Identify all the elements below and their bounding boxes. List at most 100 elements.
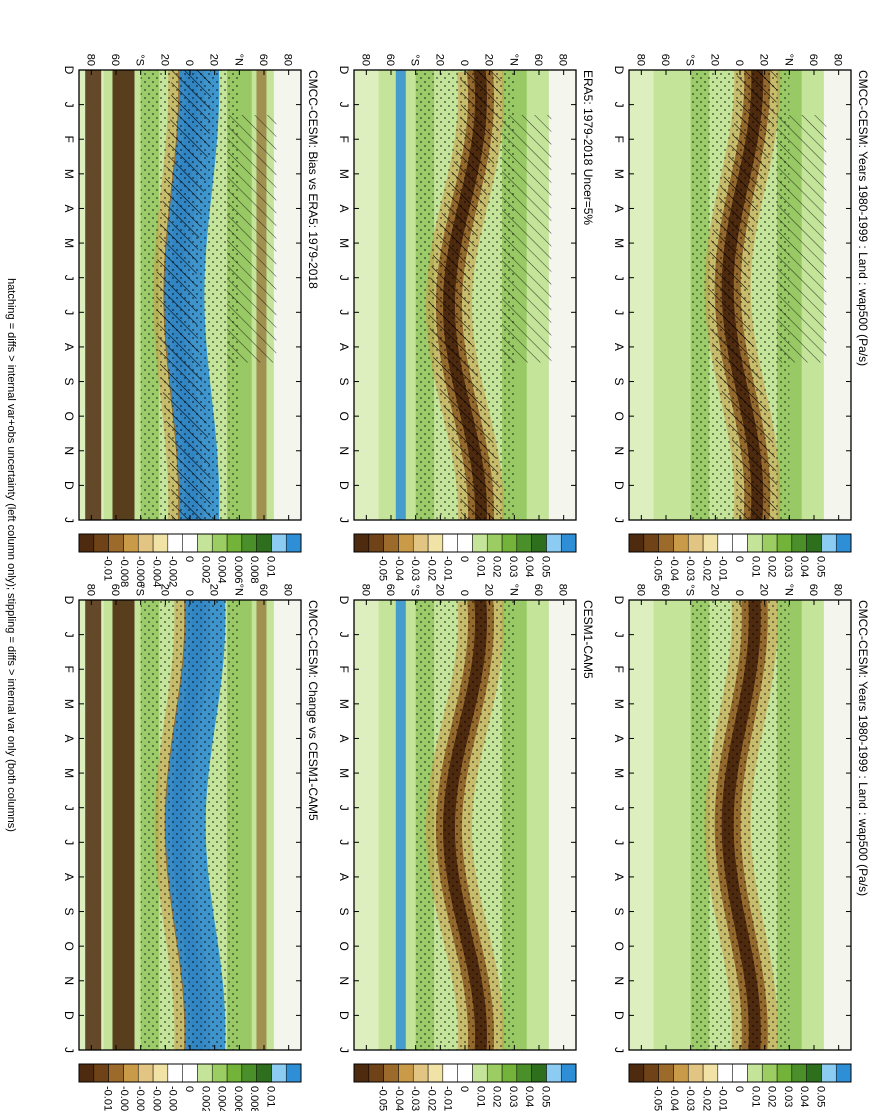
colorbar-label: -0.006	[134, 1086, 146, 1111]
lat-label: °S	[684, 584, 696, 596]
heatmap-field	[354, 600, 576, 1050]
colorbar-segment	[285, 533, 302, 553]
colorbar-label: -0.02	[700, 556, 712, 581]
colorbar: 0.01 0.008 0.006 0.004 0.002 0 -0.002 -0.004 -0.…	[78, 533, 302, 587]
colorbar-segment	[285, 1063, 302, 1083]
month-label: A	[62, 343, 76, 351]
brown-stripe-polar	[85, 600, 102, 1050]
colorbar-label: -0.03	[409, 1086, 421, 1111]
month-label: D	[612, 596, 626, 605]
colorbar-label: 0.05	[539, 556, 551, 577]
colorbar-segment	[791, 533, 807, 553]
colorbar-frame	[353, 533, 577, 553]
lat-label: °S	[409, 54, 421, 66]
colorbar-label: -0.006	[134, 556, 146, 587]
colorbar-segment	[560, 1063, 577, 1083]
colorbar-label: 0.05	[814, 556, 826, 577]
month-label: F	[62, 136, 76, 143]
colorbar-segment	[353, 533, 370, 553]
colorbar-segment	[717, 533, 733, 553]
lat-label: °N	[782, 54, 794, 66]
colorbar-label: 0.04	[798, 556, 810, 577]
colorbar-segment	[241, 1063, 257, 1083]
hatching-north	[777, 115, 827, 363]
lat-label: °N	[232, 54, 244, 66]
lat-label: 80	[359, 54, 371, 66]
colorbar-segment	[628, 1063, 645, 1083]
colorbar-label: 0.04	[523, 1086, 535, 1107]
colorbar-segment	[211, 1063, 228, 1083]
month-label: O	[337, 941, 351, 950]
colorbar-segment	[747, 1063, 763, 1083]
footer-note: hatching = diffs > internal var+obs unce…	[5, 278, 17, 832]
colorbar-label: -0.008	[118, 1086, 130, 1111]
blue-stripe-south	[395, 600, 406, 1050]
colorbar-label: 0.05	[539, 1086, 551, 1107]
colorbar-label: 0	[458, 556, 470, 562]
month-label: N	[337, 446, 351, 455]
panel-title: ERA5: 1979-2018 Uncer=5%	[581, 70, 595, 225]
colorbar-segment	[78, 533, 95, 553]
month-label: M	[62, 238, 76, 248]
month-label: F	[612, 666, 626, 673]
colorbar-segment	[197, 533, 213, 553]
month-label: S	[337, 378, 351, 386]
lat-label: 60	[807, 54, 819, 66]
colorbar: 0.05 0.04 0.03 0.02 0.01 0 -0.01 -0.02 -0.03 -0.0…	[628, 1063, 852, 1111]
colorbar-label: -0.05	[377, 1086, 389, 1111]
month-label: O	[612, 411, 626, 420]
colorbar-label: -0.01	[102, 1086, 114, 1111]
colorbar-label: -0.05	[652, 1086, 664, 1111]
month-label: J	[62, 517, 76, 523]
colorbar-segment	[152, 1063, 169, 1083]
colorbar-segment	[546, 1063, 562, 1083]
month-label: D	[62, 481, 76, 490]
colorbar-label: 0	[733, 1086, 745, 1092]
month-label: D	[337, 481, 351, 490]
polar-north	[273, 70, 301, 520]
panel-3: ERA5: 1979-2018 Uncer=5% D J F M A M J J A S O N D J 80…	[337, 54, 595, 581]
month-label: J	[612, 275, 626, 281]
lat-label: 20	[708, 584, 720, 596]
lat-label: 0	[458, 590, 470, 596]
month-label: D	[337, 596, 351, 605]
colorbar-segment	[182, 533, 198, 553]
month-label: A	[612, 734, 626, 742]
lat-label: 0	[733, 590, 745, 596]
colorbar-segment	[560, 533, 577, 553]
lat-label: 20	[433, 54, 445, 66]
colorbar-label: 0	[183, 556, 195, 562]
lat-label: 60	[659, 54, 671, 66]
lat-label: °N	[782, 584, 794, 596]
stippling-overlay	[690, 600, 790, 1050]
month-label: S	[62, 378, 76, 386]
colorbar-segment	[628, 533, 645, 553]
colorbar-segment	[776, 533, 793, 553]
panels-group: CMCC-CESM: Years 1980-1999 : Land : wap5…	[62, 54, 870, 1116]
month-label: D	[62, 66, 76, 75]
colorbar-segment	[732, 533, 748, 553]
colorbar-segment	[78, 1063, 95, 1083]
month-label: J	[337, 632, 351, 638]
colorbar-label: 0.006	[232, 556, 244, 584]
colorbar: 0.05 0.04 0.03 0.02 0.01 0 -0.01 -0.02 -0.03 -0.0…	[353, 1063, 577, 1111]
month-label: A	[62, 204, 76, 212]
lat-label: °S	[684, 54, 696, 66]
colorbar-label: -0.05	[652, 556, 664, 581]
colorbar-segment	[123, 533, 139, 553]
month-label: M	[612, 238, 626, 248]
polar-south	[354, 600, 379, 1050]
lat-label: 60	[257, 584, 269, 596]
colorbar-segment	[486, 533, 503, 553]
colorbar-frame	[78, 1063, 302, 1083]
colorbar-label: 0.03	[507, 1086, 519, 1107]
month-label: D	[337, 66, 351, 75]
lat-label: 60	[109, 584, 121, 596]
lat-label: 80	[557, 54, 569, 66]
colorbar-segment	[643, 1063, 659, 1083]
month-label: O	[337, 411, 351, 420]
lat-label: 80	[359, 584, 371, 596]
colorbar-frame	[628, 1063, 852, 1083]
month-label: M	[337, 169, 351, 179]
month-label: J	[337, 275, 351, 281]
